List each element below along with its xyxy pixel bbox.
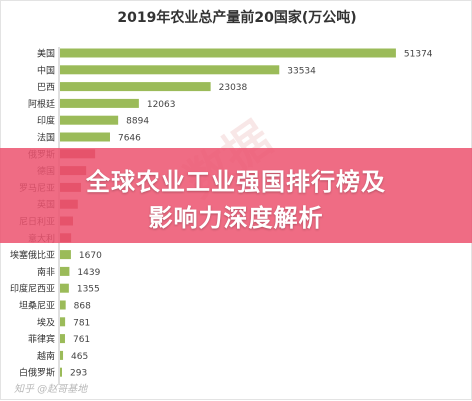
data-label-13: 1439 xyxy=(77,268,100,278)
title-banner xyxy=(0,148,472,243)
data-label-1: 33534 xyxy=(287,66,316,76)
bar-2 xyxy=(60,82,211,92)
bar-15 xyxy=(60,300,66,310)
bar-12 xyxy=(60,250,71,260)
category-label-0: 美国 xyxy=(37,48,55,60)
category-label-4: 印度 xyxy=(37,115,55,127)
data-label-18: 465 xyxy=(71,352,88,362)
bar-14 xyxy=(60,283,69,293)
bar-19 xyxy=(60,367,62,377)
category-label-1: 中国 xyxy=(37,64,55,76)
data-label-5: 7646 xyxy=(118,134,141,144)
source-watermark: 知乎 @赵哥基地 xyxy=(14,384,88,395)
data-label-2: 23038 xyxy=(219,83,248,93)
bar-18 xyxy=(60,350,64,360)
category-label-5: 法国 xyxy=(37,132,55,144)
data-label-4: 8894 xyxy=(126,117,149,127)
category-label-12: 埃塞俄比亚 xyxy=(10,249,55,261)
data-label-12: 1670 xyxy=(79,251,102,261)
category-label-3: 阿根廷 xyxy=(28,98,55,110)
category-label-17: 菲律宾 xyxy=(28,333,55,345)
bar-3 xyxy=(60,98,139,108)
category-label-14: 印度尼西亚 xyxy=(10,283,55,295)
bar-5 xyxy=(60,132,110,142)
category-label-15: 坦桑尼亚 xyxy=(19,301,55,312)
bar-0 xyxy=(60,48,396,58)
category-label-19: 白俄罗斯 xyxy=(19,367,55,379)
data-label-0: 51374 xyxy=(404,50,433,60)
data-label-16: 781 xyxy=(73,318,90,328)
category-label-2: 巴西 xyxy=(37,82,55,93)
data-label-19: 293 xyxy=(70,369,87,379)
category-label-18: 越南 xyxy=(37,350,55,362)
data-label-3: 12063 xyxy=(147,100,176,110)
category-label-16: 埃及 xyxy=(37,316,55,328)
data-label-17: 761 xyxy=(73,335,90,345)
banner-title-line-2: 影响力深度解析 xyxy=(148,204,324,232)
bar-17 xyxy=(60,334,65,344)
bar-1 xyxy=(60,65,280,75)
category-label-13: 南非 xyxy=(37,266,55,278)
bar-16 xyxy=(60,317,66,327)
chart-title: 2019年农业总产量前20国家(万公吨) xyxy=(117,10,357,26)
data-label-14: 1355 xyxy=(77,285,100,295)
bar-13 xyxy=(60,266,70,276)
bar-4 xyxy=(60,115,119,125)
banner-title-line-1: 全球农业工业强国排行榜及 xyxy=(86,168,386,196)
data-label-15: 868 xyxy=(74,302,91,312)
